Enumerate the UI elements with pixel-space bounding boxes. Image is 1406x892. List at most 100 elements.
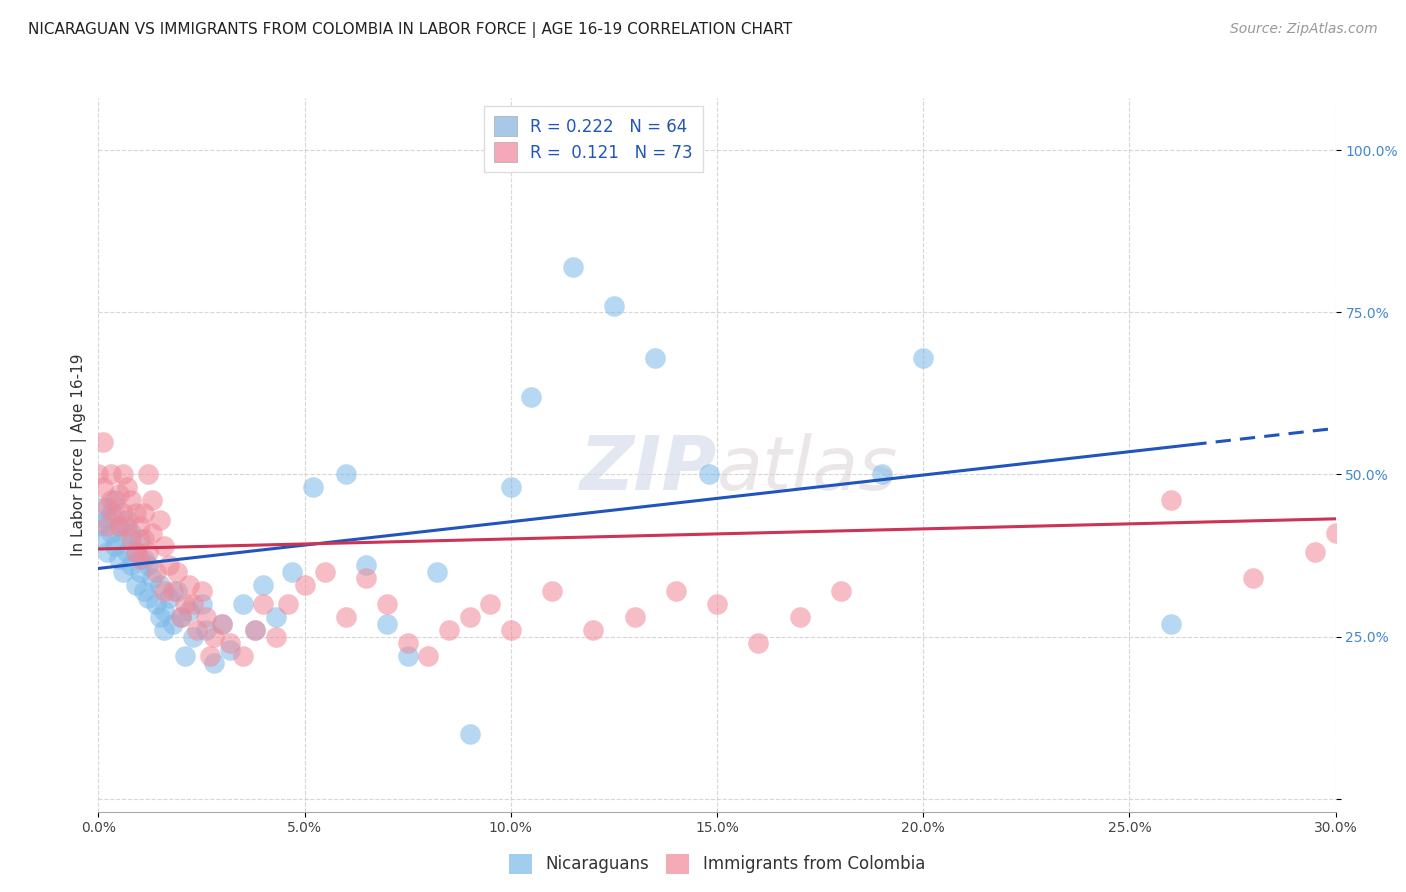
Text: Source: ZipAtlas.com: Source: ZipAtlas.com [1230,22,1378,37]
Point [211,616,233,631]
Point [157,591,180,605]
Point [108,487,131,501]
Point [96,513,118,527]
Point [128,519,150,533]
Point [162,584,184,599]
Point [194,623,217,637]
Point [91,434,114,449]
Point [335,610,357,624]
Point [232,597,254,611]
Point [665,584,688,599]
Point [264,630,287,644]
Point [136,545,159,559]
Point [100,467,122,482]
Point [91,533,114,547]
Point [396,636,419,650]
Point [128,565,150,579]
Point [243,623,266,637]
Point [170,610,193,624]
Point [117,480,139,494]
Point [112,565,135,579]
Point [112,467,135,482]
Point [458,727,481,741]
Point [243,623,266,637]
Point [157,558,180,573]
Point [136,467,159,482]
Point [117,513,139,527]
Point [520,390,543,404]
Point [120,493,142,508]
Point [149,610,172,624]
Point [190,597,212,611]
Point [149,513,172,527]
Point [124,545,146,559]
Point [396,648,419,663]
Point [112,506,135,520]
Point [117,519,139,533]
Point [314,565,336,579]
Point [145,597,167,611]
Point [174,648,197,663]
Point [149,577,172,591]
Point [747,636,769,650]
Point [91,500,114,514]
Point [141,571,163,585]
Point [181,630,204,644]
Point [104,493,127,508]
Text: atlas: atlas [717,434,898,505]
Point [870,467,893,482]
Point [120,525,142,540]
Text: NICARAGUAN VS IMMIGRANTS FROM COLOMBIA IN LABOR FORCE | AGE 16-19 CORRELATION CH: NICARAGUAN VS IMMIGRANTS FROM COLOMBIA I… [28,22,793,38]
Point [479,597,502,611]
Point [375,597,398,611]
Point [100,525,122,540]
Point [198,648,221,663]
Point [1241,571,1264,585]
Point [153,623,176,637]
Point [153,584,176,599]
Point [202,656,225,670]
Point [120,558,142,573]
Text: ZIP: ZIP [579,433,717,506]
Point [181,597,204,611]
Point [789,610,811,624]
Point [87,467,110,482]
Point [162,616,184,631]
Point [96,545,118,559]
Point [104,539,127,553]
Point [356,558,378,573]
Point [830,584,852,599]
Point [1160,616,1182,631]
Point [124,545,146,559]
Point [356,571,378,585]
Point [132,533,155,547]
Point [170,610,193,624]
Point [108,519,131,533]
Point [136,591,159,605]
Point [112,533,135,547]
Point [174,597,197,611]
Point [166,565,188,579]
Point [120,533,142,547]
Point [644,351,666,365]
Point [281,565,304,579]
Point [912,351,935,365]
Point [418,648,440,663]
Point [1324,525,1347,540]
Point [128,533,150,547]
Point [499,480,522,494]
Point [582,623,605,637]
Point [136,558,159,573]
Point [179,604,201,618]
Point [1160,493,1182,508]
Point [179,577,201,591]
Point [153,539,176,553]
Point [194,610,217,624]
Point [202,630,225,644]
Point [603,299,626,313]
Point [141,525,163,540]
Point [437,623,460,637]
Point [232,648,254,663]
Point [100,506,122,520]
Point [426,565,449,579]
